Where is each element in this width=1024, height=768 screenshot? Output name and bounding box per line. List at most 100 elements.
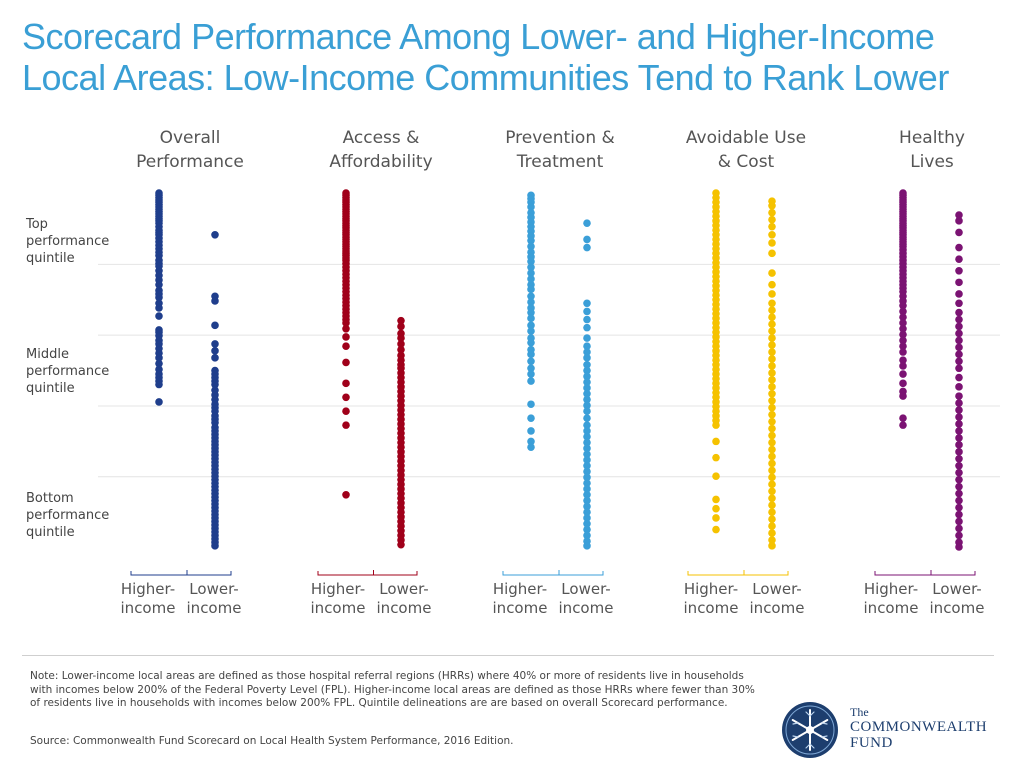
data-point-higher-income — [899, 414, 907, 422]
data-point-lower-income — [955, 299, 963, 308]
data-point-lower-income — [583, 401, 591, 410]
data-point-lower-income — [211, 354, 219, 362]
data-point-lower-income — [955, 482, 963, 491]
logo-line-1: COMMONWEALTH — [850, 719, 988, 735]
x-label-line: income — [558, 599, 614, 617]
quintile-label-line: performance — [26, 234, 110, 249]
data-point-higher-income — [155, 359, 163, 368]
column-header-line: Access & — [342, 128, 420, 148]
data-point-lower-income — [583, 348, 591, 356]
column-header-healthy: Healthy Lives — [857, 126, 1007, 174]
scatter-plot — [98, 189, 1000, 576]
data-point-lower-income — [583, 542, 591, 550]
data-point-lower-income — [397, 322, 405, 331]
x-label-line: Lower- — [932, 580, 982, 598]
data-point-lower-income — [583, 342, 591, 351]
data-point-lower-income — [583, 514, 591, 522]
x-label-overall-higher: Higher-income — [113, 580, 183, 618]
data-point-lower-income — [397, 540, 405, 549]
column-header-line: Affordability — [329, 152, 433, 172]
data-point-higher-income — [342, 324, 350, 333]
data-point-higher-income — [899, 421, 907, 429]
x-label-line: Higher- — [683, 580, 739, 598]
x-label-line: income — [492, 599, 548, 617]
data-point-lower-income — [583, 479, 591, 487]
data-point-lower-income — [955, 315, 963, 324]
column-header-line: Healthy — [899, 128, 965, 148]
data-point-lower-income — [768, 396, 776, 405]
data-point-lower-income — [768, 459, 776, 468]
data-point-higher-income — [527, 298, 535, 306]
data-point-higher-income — [899, 313, 907, 321]
data-point-lower-income — [583, 438, 591, 447]
x-label-line: Higher- — [120, 580, 176, 598]
column-header-overall: Overall Performance — [115, 126, 265, 174]
data-point-lower-income — [583, 366, 591, 375]
title-line-1: Scorecard Performance Among Lower- and H… — [22, 16, 935, 57]
data-point-lower-income — [768, 522, 776, 530]
data-point-lower-income — [211, 347, 219, 355]
data-point-lower-income — [955, 496, 963, 505]
data-point-lower-income — [768, 487, 776, 496]
data-point-higher-income — [712, 472, 720, 481]
column-header-line: & Cost — [717, 152, 775, 172]
data-point-lower-income — [768, 306, 776, 315]
data-point-higher-income — [712, 437, 720, 446]
data-point-lower-income — [955, 392, 963, 400]
x-label-line: Higher- — [310, 580, 366, 598]
data-point-higher-income — [155, 293, 163, 302]
data-point-higher-income — [527, 314, 535, 323]
data-point-lower-income — [768, 215, 776, 224]
x-label-line: Lower- — [379, 580, 429, 598]
data-point-lower-income — [583, 421, 591, 429]
data-point-lower-income — [768, 208, 776, 217]
data-point-higher-income — [899, 356, 907, 364]
data-point-lower-income — [397, 316, 405, 325]
data-point-lower-income — [583, 323, 591, 332]
data-point-lower-income — [768, 320, 776, 328]
data-point-lower-income — [768, 417, 776, 426]
data-point-lower-income — [768, 201, 776, 210]
data-point-lower-income — [583, 354, 591, 362]
snowflake-seal-icon — [782, 702, 838, 758]
data-point-higher-income — [899, 362, 907, 370]
quintile-label-line: quintile — [26, 525, 75, 540]
data-point-lower-income — [955, 503, 963, 512]
data-point-lower-income — [211, 340, 219, 348]
data-point-lower-income — [583, 219, 591, 227]
group-axis-bracket — [502, 571, 604, 576]
data-point-higher-income — [712, 453, 720, 462]
data-point-higher-income — [342, 421, 350, 429]
data-point-lower-income — [955, 441, 963, 449]
quintile-label-line: Middle — [26, 347, 69, 362]
data-point-lower-income — [768, 389, 776, 398]
commonwealth-fund-logo: The COMMONWEALTH FUND — [780, 700, 1020, 760]
column-header-line: Overall — [159, 128, 221, 148]
data-point-higher-income — [527, 414, 535, 422]
data-point-lower-income — [955, 420, 963, 428]
x-label-avoidable-higher: Higher-income — [676, 580, 746, 618]
data-point-higher-income — [527, 263, 535, 272]
x-label-line: income — [749, 599, 805, 617]
data-point-lower-income — [768, 334, 776, 342]
data-point-higher-income — [527, 364, 535, 373]
x-label-healthy-lower: Lower-income — [922, 580, 992, 618]
data-point-lower-income — [955, 517, 963, 526]
x-label-prevention-higher: Higher-income — [485, 580, 555, 618]
data-point-lower-income — [583, 519, 591, 528]
data-point-higher-income — [899, 379, 907, 388]
x-label-line: income — [929, 599, 985, 617]
data-point-higher-income — [527, 203, 535, 211]
data-point-lower-income — [955, 454, 963, 463]
data-point-lower-income — [768, 239, 776, 247]
x-label-line: income — [863, 599, 919, 617]
data-point-lower-income — [768, 452, 776, 461]
data-point-lower-income — [955, 329, 963, 338]
data-point-lower-income — [397, 345, 405, 354]
data-point-higher-income — [155, 354, 163, 362]
data-point-lower-income — [768, 410, 776, 419]
data-point-lower-income — [955, 228, 963, 237]
data-point-lower-income — [583, 531, 591, 540]
group-axis-bracket — [130, 571, 232, 576]
data-point-lower-income — [955, 243, 963, 252]
